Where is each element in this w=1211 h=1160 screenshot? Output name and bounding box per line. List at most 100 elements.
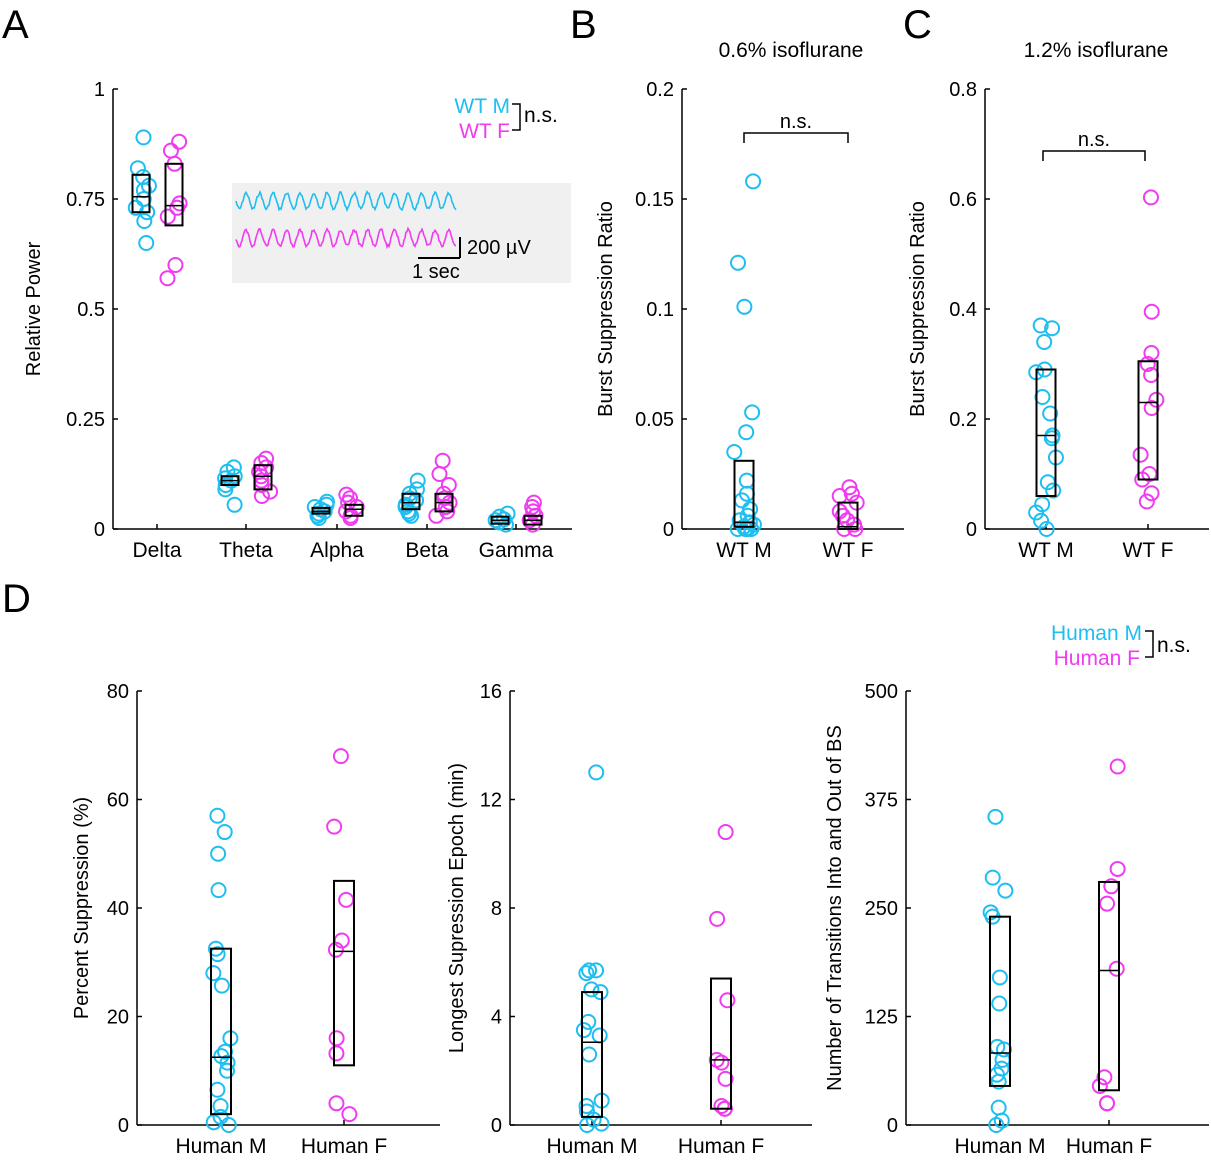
data-point bbox=[709, 910, 726, 927]
data-point bbox=[1143, 345, 1160, 361]
iqr-box bbox=[1098, 880, 1120, 1092]
scale-time-label: 1 sec bbox=[412, 261, 460, 283]
data-point bbox=[575, 1022, 592, 1039]
data-point bbox=[581, 1046, 598, 1063]
eeg-inset: 200 µV 1 sec bbox=[232, 183, 571, 283]
y-axis-label: Relative Power bbox=[23, 241, 45, 376]
x-tick-label: Human M bbox=[954, 1135, 1045, 1158]
y-tick-label: 500 bbox=[865, 681, 898, 703]
x-tick-label: WT F bbox=[823, 539, 874, 562]
y-tick-label: 0.2 bbox=[949, 409, 977, 431]
legend-a: WT M WT F n.s. bbox=[454, 95, 557, 143]
data-point bbox=[1028, 504, 1045, 521]
data-point bbox=[136, 213, 153, 229]
y-tick-label: 40 bbox=[107, 898, 129, 920]
data-point bbox=[1043, 430, 1060, 447]
data-point bbox=[1045, 482, 1062, 499]
iqr-box bbox=[344, 503, 364, 517]
y-tick-label: 0 bbox=[663, 519, 674, 541]
chart-d3-transitions: 0 125 250 375 500 Number of Transitions Into … bbox=[824, 681, 1209, 1158]
data-point bbox=[713, 1054, 730, 1071]
panel-c-title: 1.2% isoflurane bbox=[1024, 39, 1169, 62]
y-tick-label: 0 bbox=[966, 519, 977, 541]
panel-letter-c: C bbox=[903, 3, 932, 47]
data-point bbox=[326, 818, 343, 835]
x-tick-label: Human M bbox=[175, 1135, 266, 1158]
y-tick-label: 12 bbox=[480, 790, 502, 812]
data-point bbox=[991, 995, 1008, 1012]
data-point bbox=[1143, 303, 1160, 320]
data-point bbox=[987, 808, 1004, 825]
y-tick-label: 0.6 bbox=[949, 189, 977, 211]
legend-a-wt-m: WT M bbox=[454, 95, 510, 118]
data-point bbox=[210, 845, 227, 862]
data-point bbox=[1148, 391, 1165, 408]
data-point bbox=[213, 977, 230, 994]
y-tick-label: 0 bbox=[491, 1115, 502, 1137]
sig-c-label: n.s. bbox=[1078, 129, 1110, 151]
data-point bbox=[338, 486, 355, 503]
chart-d2-longest-epoch: 0 4 8 12 16 Longest Supression Epoch (min) Hum… bbox=[446, 681, 812, 1158]
data-point bbox=[216, 824, 233, 841]
data-point bbox=[328, 1095, 345, 1112]
panel-letter-d: D bbox=[2, 577, 31, 621]
y-tick-label: 4 bbox=[491, 1007, 502, 1029]
data-point bbox=[990, 1099, 1007, 1116]
data-point bbox=[988, 1117, 1005, 1133]
iqr-box bbox=[733, 459, 755, 528]
y-tick-label: 0.1 bbox=[646, 299, 674, 321]
data-point bbox=[588, 962, 605, 979]
data-point bbox=[997, 882, 1014, 899]
legend-a-ns: n.s. bbox=[524, 104, 558, 127]
data-point bbox=[332, 748, 349, 765]
data-point bbox=[226, 496, 243, 513]
iqr-box bbox=[1137, 360, 1159, 481]
data-point bbox=[745, 173, 762, 190]
chart-a-relative-power: 0 0.25 0.5 0.75 1 Relative Power Delta Theta Alp… bbox=[23, 79, 572, 562]
data-point bbox=[991, 969, 1008, 986]
y-tick-label: 0.75 bbox=[66, 189, 105, 211]
x-tick-label: WT M bbox=[1018, 539, 1074, 562]
data-point bbox=[159, 208, 176, 225]
data-point bbox=[138, 235, 155, 251]
y-tick-label: 125 bbox=[865, 1007, 898, 1029]
iqr-box bbox=[1035, 368, 1057, 497]
data-point bbox=[209, 807, 226, 824]
data-point bbox=[1098, 1095, 1115, 1112]
data-point bbox=[205, 965, 222, 982]
iqr-box bbox=[210, 947, 232, 1116]
sig-bracket-c: n.s. bbox=[1042, 129, 1146, 161]
y-tick-label: 0 bbox=[94, 519, 105, 541]
data-point bbox=[578, 965, 595, 982]
x-tick-label: Theta bbox=[219, 539, 273, 562]
y-axis-label: Burst Suppression Ratio bbox=[595, 201, 617, 417]
x-tick-label: Alpha bbox=[310, 539, 364, 562]
chart-b-burst-suppression-06: 0 0.05 0.1 0.15 0.2 Burst Suppression Ratio WT… bbox=[595, 79, 904, 562]
data-point bbox=[167, 257, 184, 273]
x-tick-label: Delta bbox=[132, 539, 181, 562]
y-tick-label: 20 bbox=[107, 1007, 129, 1029]
data-point bbox=[578, 1098, 595, 1115]
data-point bbox=[409, 472, 426, 489]
x-tick-label: Gamma bbox=[479, 539, 554, 562]
y-tick-label: 0.25 bbox=[66, 409, 105, 431]
legend-d-human-f: Human F bbox=[1054, 647, 1140, 670]
data-point bbox=[342, 510, 359, 526]
y-tick-label: 1 bbox=[94, 79, 105, 101]
data-point bbox=[588, 764, 605, 781]
data-point bbox=[217, 481, 234, 498]
data-point bbox=[726, 444, 743, 460]
data-point bbox=[583, 981, 600, 998]
data-point bbox=[210, 882, 227, 899]
data-point bbox=[1109, 860, 1126, 877]
data-point bbox=[431, 466, 448, 482]
data-point bbox=[1143, 485, 1160, 502]
y-tick-label: 80 bbox=[107, 681, 129, 703]
iqr-box bbox=[581, 991, 603, 1118]
data-point bbox=[219, 1054, 236, 1071]
eeg-trace-male bbox=[235, 189, 457, 213]
x-tick-label: Human F bbox=[1066, 1135, 1152, 1158]
data-point bbox=[744, 404, 761, 421]
data-point bbox=[581, 962, 598, 979]
